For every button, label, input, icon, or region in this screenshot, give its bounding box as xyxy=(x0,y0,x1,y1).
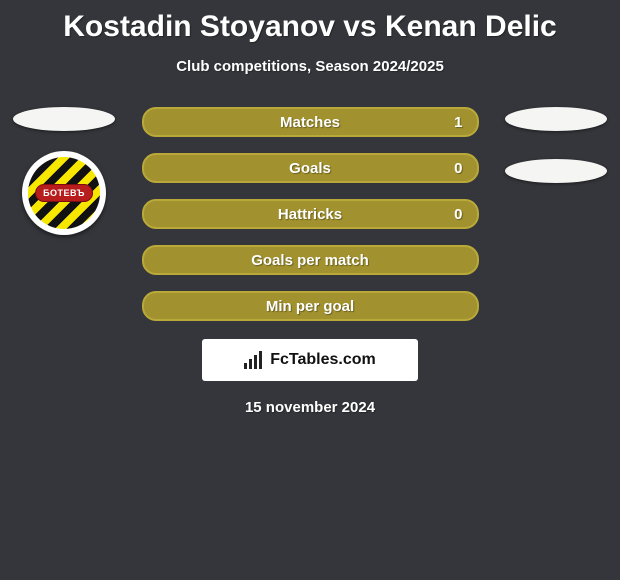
stat-bar-goals: Goals 0 xyxy=(142,153,479,183)
stat-bar-hattricks: Hattricks 0 xyxy=(142,199,479,229)
left-player-column: БОТЕВЪ xyxy=(8,107,120,235)
right-player-column xyxy=(500,107,612,183)
stat-value: 0 xyxy=(454,160,462,177)
stats-bars: Matches 1 Goals 0 Hattricks 0 Goals per … xyxy=(142,107,479,321)
footer-brand-text: FcTables.com xyxy=(270,351,376,369)
bar-chart-icon xyxy=(244,351,264,369)
left-club-badge: БОТЕВЪ xyxy=(22,151,106,235)
page-title: Kostadin Stoyanov vs Kenan Delic xyxy=(0,0,620,44)
right-club-badge-placeholder xyxy=(505,159,607,183)
subtitle: Club competitions, Season 2024/2025 xyxy=(0,58,620,75)
right-player-avatar-placeholder xyxy=(505,107,607,131)
stat-label: Matches xyxy=(280,114,340,131)
comparison-area: БОТЕВЪ Matches 1 Goals 0 Hattricks 0 Goa… xyxy=(0,107,620,321)
club-badge-text: БОТЕВЪ xyxy=(35,184,93,202)
stat-label: Goals per match xyxy=(251,252,369,269)
stat-label: Goals xyxy=(289,160,331,177)
left-player-avatar-placeholder xyxy=(13,107,115,131)
footer-date: 15 november 2024 xyxy=(0,399,620,416)
stat-bar-matches: Matches 1 xyxy=(142,107,479,137)
footer-brand-badge[interactable]: FcTables.com xyxy=(202,339,418,381)
stat-label: Min per goal xyxy=(266,298,354,315)
stat-label: Hattricks xyxy=(278,206,342,223)
stat-value: 1 xyxy=(454,114,462,131)
stat-value: 0 xyxy=(454,206,462,223)
stat-bar-goals-per-match: Goals per match xyxy=(142,245,479,275)
stat-bar-min-per-goal: Min per goal xyxy=(142,291,479,321)
